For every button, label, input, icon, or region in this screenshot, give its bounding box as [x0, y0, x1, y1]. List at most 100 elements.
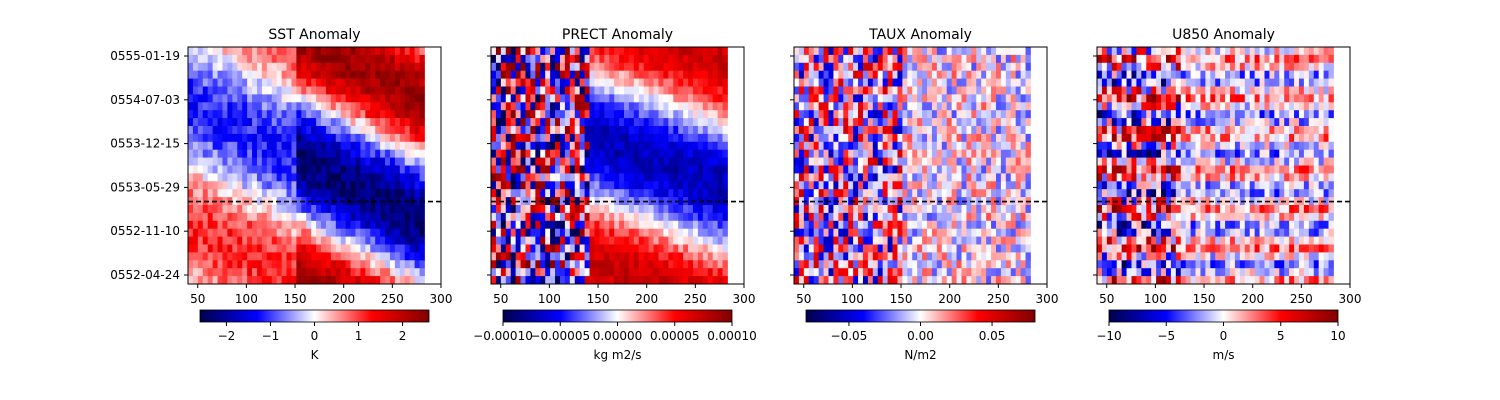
heatmap-cell	[1279, 133, 1285, 143]
heatmap-cell	[247, 236, 253, 245]
heatmap-cell	[907, 86, 913, 95]
heatmap-cell	[192, 189, 199, 198]
heatmap-cell	[653, 260, 659, 269]
heatmap-cell	[619, 78, 625, 87]
heatmap-cell	[237, 252, 243, 261]
heatmap-cell	[892, 268, 898, 277]
heatmap-cell	[252, 157, 258, 166]
heatmap-cell	[995, 181, 1002, 190]
heatmap-cell	[848, 181, 854, 190]
heatmap-cell	[951, 268, 957, 277]
heatmap-cell	[673, 70, 679, 79]
heatmap-cell	[271, 197, 278, 206]
heatmap-cell	[535, 181, 541, 190]
heatmap-cell	[500, 205, 507, 214]
heatmap-cell	[574, 54, 581, 64]
heatmap-cell	[877, 276, 884, 285]
heatmap-cell	[589, 102, 595, 111]
heatmap-cell	[653, 54, 659, 64]
heatmap-cell	[697, 165, 704, 174]
heatmap-cell	[385, 228, 391, 237]
heatmap-cell	[197, 236, 204, 245]
heatmap-cell	[707, 149, 714, 158]
heatmap-cell	[648, 268, 654, 277]
heatmap-cell	[624, 78, 630, 87]
heatmap-cell	[217, 212, 223, 222]
heatmap-cell	[867, 260, 874, 269]
heatmap-cell	[976, 181, 982, 190]
heatmap-cell	[340, 149, 347, 158]
heatmap-cell	[540, 236, 546, 245]
heatmap-cell	[843, 244, 849, 253]
heatmap-cell	[579, 141, 585, 151]
heatmap-cell	[877, 260, 884, 269]
heatmap-cell	[550, 189, 556, 198]
heatmap-cell	[419, 149, 425, 158]
heatmap-cell	[227, 173, 233, 182]
heatmap-cell	[823, 126, 829, 135]
heatmap-cell	[976, 244, 982, 253]
heatmap-cell	[828, 197, 834, 206]
heatmap-cell	[545, 94, 551, 103]
heatmap-cell	[559, 276, 566, 285]
heatmap-cell	[291, 244, 297, 253]
heatmap-cell	[495, 252, 502, 261]
heatmap-cell	[1239, 70, 1246, 79]
heatmap-cell	[202, 189, 209, 198]
heatmap-cell	[1284, 133, 1290, 143]
heatmap-cell	[1279, 70, 1285, 79]
heatmap-cell	[1106, 70, 1113, 79]
heatmap-cell	[838, 126, 844, 135]
heatmap-cell	[247, 133, 253, 143]
heatmap-cell	[722, 212, 728, 222]
heatmap-cell	[794, 205, 800, 214]
heatmap-cell	[1298, 62, 1305, 72]
heatmap-cell	[491, 205, 497, 214]
heatmap-cell	[550, 268, 556, 277]
heatmap-cell	[702, 181, 709, 190]
heatmap-cell	[991, 212, 997, 222]
heatmap-cell	[1225, 118, 1231, 127]
heatmap-cell	[380, 110, 386, 119]
heatmap-cell	[867, 276, 874, 285]
heatmap-cell	[584, 260, 590, 269]
heatmap-cell	[1097, 62, 1103, 72]
heatmap-cell	[291, 260, 297, 269]
heatmap-cell	[1200, 133, 1206, 143]
heatmap-cell	[389, 157, 396, 166]
heatmap-cell	[887, 133, 893, 143]
heatmap-cell	[370, 260, 376, 269]
heatmap-cell	[399, 70, 406, 79]
heatmap-cell	[252, 165, 258, 174]
heatmap-cell	[1175, 118, 1182, 127]
heatmap-cell	[697, 110, 704, 119]
heatmap-cell	[1274, 102, 1280, 111]
heatmap-cell	[559, 102, 566, 111]
heatmap-cell	[301, 236, 307, 245]
heatmap-cell	[1210, 70, 1216, 79]
heatmap-cell	[399, 54, 406, 64]
heatmap-cell	[227, 126, 233, 135]
heatmap-cell	[872, 244, 879, 253]
heatmap-cell	[813, 70, 820, 79]
heatmap-cell	[414, 110, 420, 119]
heatmap-cell	[818, 157, 824, 166]
heatmap-cell	[673, 165, 679, 174]
heatmap-cell	[360, 220, 366, 230]
heatmap-cell	[717, 133, 723, 143]
heatmap-cell	[1284, 62, 1290, 72]
heatmap-cell	[1175, 102, 1182, 111]
heatmap-cell	[192, 70, 199, 79]
heatmap-cell	[510, 118, 517, 127]
heatmap-cell	[1303, 86, 1310, 95]
heatmap-cell	[237, 276, 243, 285]
heatmap-cell	[340, 70, 347, 79]
heatmap-cell	[609, 189, 615, 198]
heatmap-cell	[409, 118, 416, 127]
heatmap-cell	[325, 126, 332, 135]
heatmap-cell	[419, 173, 425, 182]
heatmap-cell	[995, 70, 1002, 79]
heatmap-cell	[946, 181, 953, 190]
heatmap-cell	[712, 94, 719, 103]
heatmap-cell	[550, 62, 556, 72]
